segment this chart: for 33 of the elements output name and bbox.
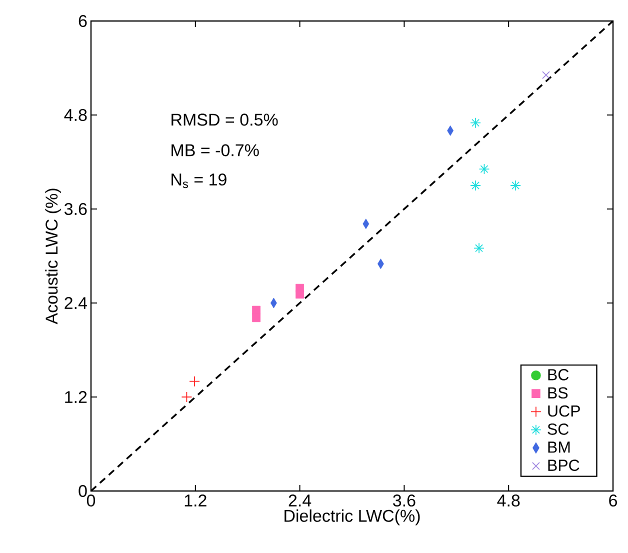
legend-label: UCP xyxy=(548,405,580,417)
annotation: RMSD = 0.5% xyxy=(172,114,278,126)
y-axis-title: Acoustic LWC (%) xyxy=(45,188,62,324)
x-tick-label: 2.4 xyxy=(288,494,312,506)
annotation: N$_{s}$ = 19 xyxy=(172,174,226,188)
legend-label: BS xyxy=(548,387,568,399)
point xyxy=(542,71,550,80)
point xyxy=(510,180,521,190)
x-tick-label: 3.6 xyxy=(393,494,416,507)
y-tick-label: 1.2 xyxy=(65,391,87,403)
y-tick-label: 2.4 xyxy=(64,297,87,309)
legend-label: BC xyxy=(548,369,569,380)
point xyxy=(296,290,304,299)
x-tick-label: 4.8 xyxy=(497,494,520,507)
y-tick-label: 0 xyxy=(78,484,87,498)
legend-label: SC xyxy=(548,424,569,435)
y-tick-label: 6 xyxy=(78,14,87,28)
x-tick-label: 1.2 xyxy=(184,494,206,506)
legend-label: BPC xyxy=(548,460,580,471)
legend-label: BM xyxy=(548,442,570,453)
x-axis-title: Dielectric LWC(%) xyxy=(284,509,420,526)
point xyxy=(470,180,481,190)
point xyxy=(189,376,200,387)
point xyxy=(470,118,481,128)
y-tick-label: 3.6 xyxy=(64,202,87,216)
x-tick-label: 6 xyxy=(609,494,617,507)
x-tick-label: 0 xyxy=(86,494,96,507)
point xyxy=(474,243,484,254)
point xyxy=(252,306,261,314)
point xyxy=(252,314,261,322)
y-tick-label: 4.8 xyxy=(64,108,87,122)
point xyxy=(181,392,192,402)
annotation: MB = -0.7% xyxy=(172,144,259,156)
